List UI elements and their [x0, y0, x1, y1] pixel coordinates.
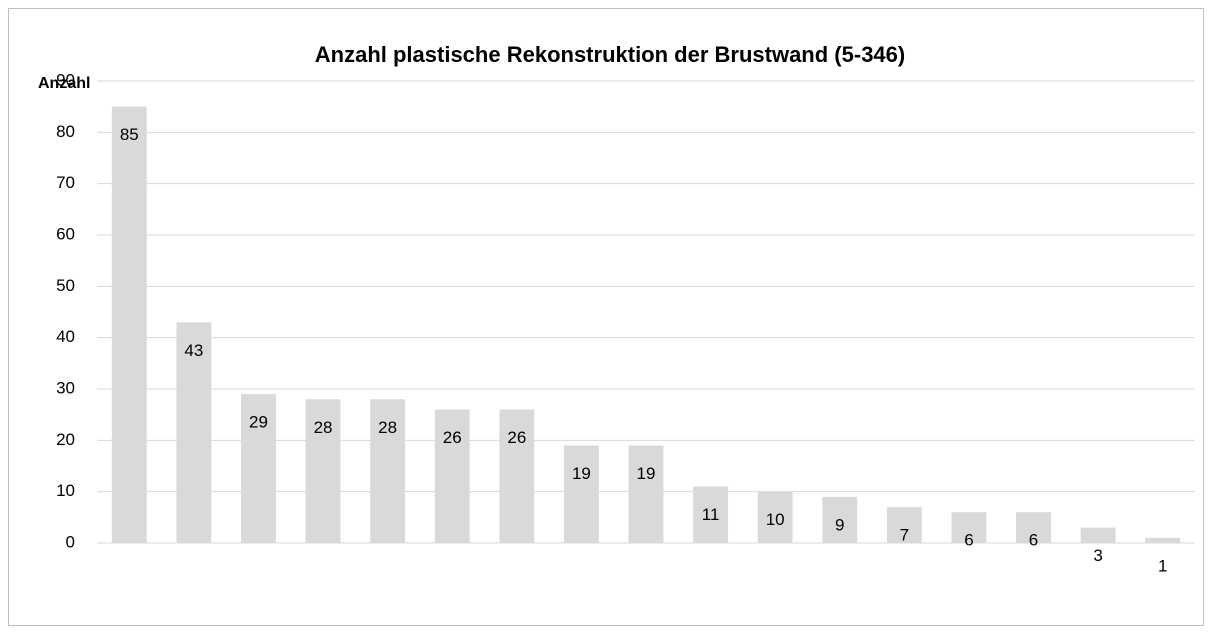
chart-title: Anzahl plastische Rekonstruktion der Bru…	[315, 42, 905, 67]
bar	[241, 394, 276, 543]
y-tick-label: 10	[56, 481, 75, 500]
data-label: 7	[900, 526, 909, 545]
bar	[305, 399, 341, 543]
data-label: 10	[766, 510, 785, 529]
data-label: 26	[507, 428, 526, 447]
y-tick-label: 60	[56, 224, 75, 243]
y-tick-label: 80	[56, 122, 75, 141]
bar	[757, 491, 793, 543]
bar	[176, 322, 212, 543]
bar	[563, 445, 599, 543]
bar	[1080, 527, 1116, 543]
data-label: 43	[184, 341, 203, 360]
bar	[693, 486, 729, 543]
bar	[111, 106, 147, 544]
y-tick-label: 70	[56, 173, 75, 192]
y-tick-label: 40	[56, 327, 75, 346]
data-label: 28	[314, 418, 333, 437]
bar	[434, 409, 470, 543]
data-label: 28	[378, 418, 397, 437]
y-tick-label: 50	[56, 276, 75, 295]
bar	[370, 399, 406, 543]
data-label: 3	[1093, 546, 1102, 565]
bar	[951, 512, 987, 543]
data-label: 26	[443, 428, 462, 447]
data-label: 85	[120, 125, 139, 144]
y-tick-label: 0	[66, 532, 75, 551]
data-label: 1	[1158, 556, 1167, 575]
y-tick-label: 20	[56, 430, 75, 449]
bar	[886, 507, 922, 543]
y-tick-label: 30	[56, 378, 75, 397]
data-label: 19	[572, 464, 591, 483]
y-tick-label: 90	[56, 70, 75, 89]
data-label: 11	[702, 505, 720, 524]
data-label: 29	[249, 413, 268, 432]
bar	[628, 445, 664, 543]
data-label: 6	[1029, 531, 1038, 550]
data-label: 6	[964, 531, 973, 550]
bar	[499, 409, 535, 543]
bar	[1016, 512, 1051, 543]
y-axis-label: Anzahl	[38, 75, 90, 92]
bar	[1145, 537, 1181, 543]
data-label: 9	[835, 515, 844, 534]
data-label: 19	[637, 464, 656, 483]
bar	[822, 496, 858, 543]
